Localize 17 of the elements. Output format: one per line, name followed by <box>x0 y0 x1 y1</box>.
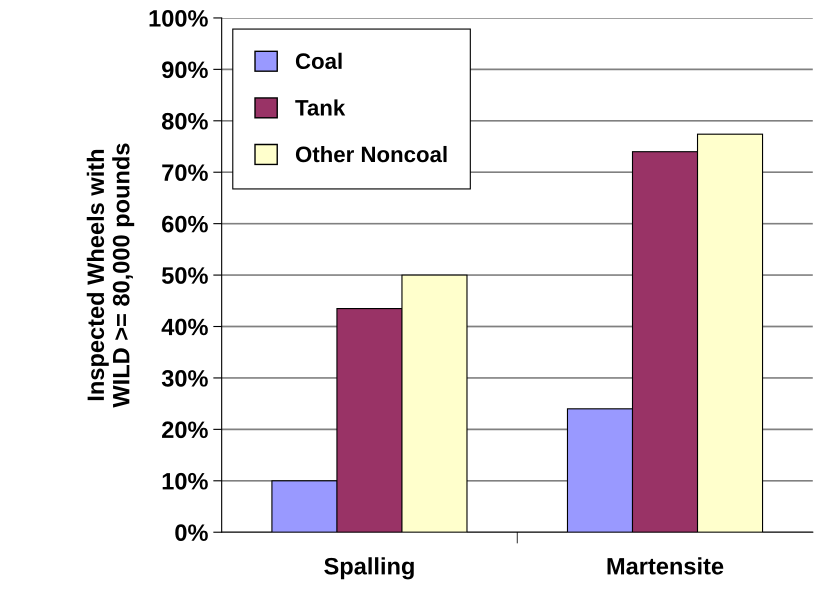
x-tick-label: Martensite <box>608 557 724 575</box>
legend-label: Coal <box>296 52 342 70</box>
x-tick-label: Spalling <box>324 557 414 580</box>
y-tick-label: 20% <box>162 421 208 438</box>
legend-label: Other Noncoal <box>296 146 447 162</box>
y-tick-label: 90% <box>162 61 208 78</box>
y-tick-label: 40% <box>162 318 208 336</box>
y-tick-label: 60% <box>162 216 208 232</box>
y-tick-label: 30% <box>162 370 208 387</box>
y-tick-label: 10% <box>162 472 208 490</box>
y-tick-label: 100% <box>150 10 208 27</box>
y-tick-label: 0% <box>175 524 208 542</box>
y-tick-label: 80% <box>162 112 208 130</box>
legend-label: Tank <box>295 99 346 116</box>
y-tick-label: 50% <box>162 267 208 284</box>
y-axis-title: Inspected Wheels with WILD >= 80,000 pounds <box>86 144 134 408</box>
y-tick-label: 70% <box>162 164 208 182</box>
